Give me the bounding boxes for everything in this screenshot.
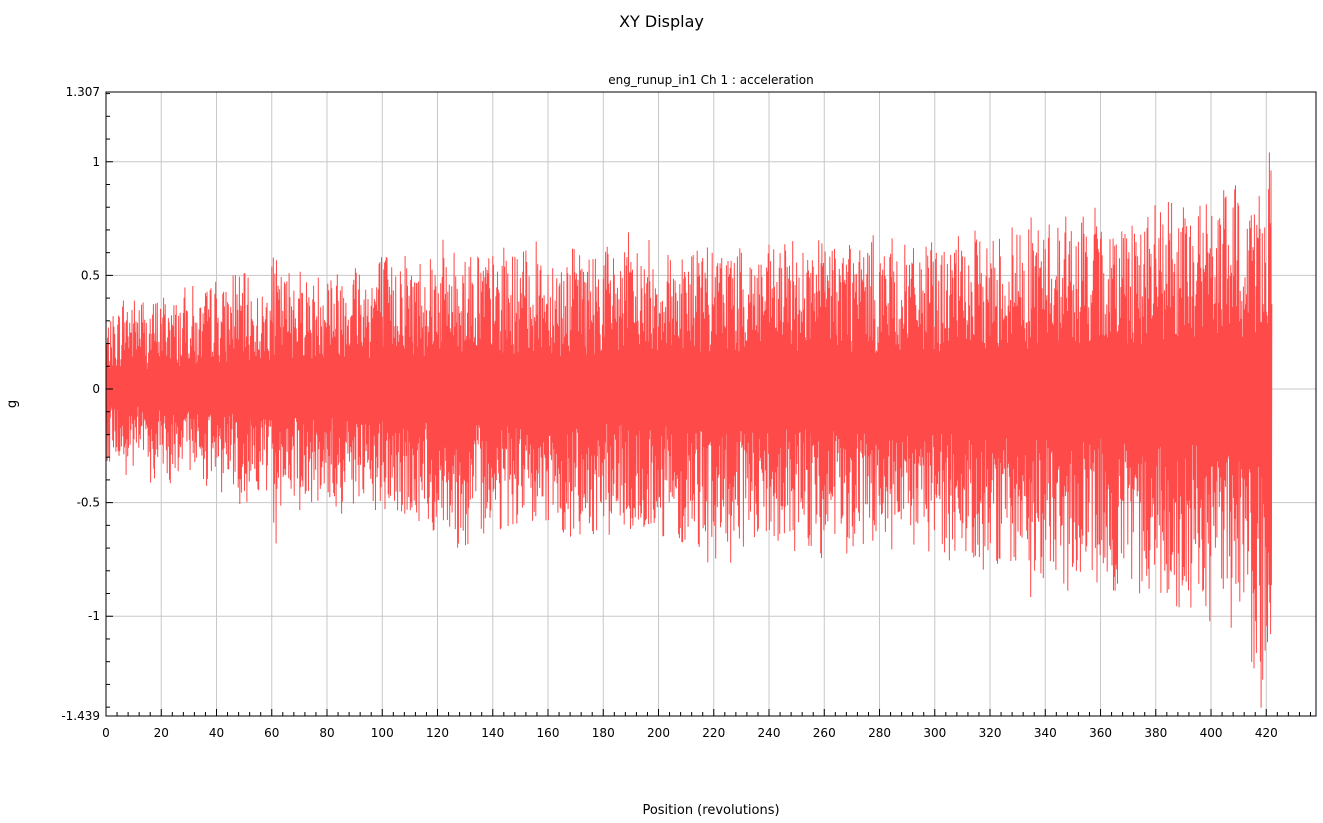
x-tick-label: 220: [702, 726, 725, 740]
x-tick-label: 380: [1144, 726, 1167, 740]
x-tick-label: 400: [1200, 726, 1223, 740]
y-tick-label: 0: [92, 382, 100, 396]
window-title: XY Display: [619, 12, 704, 31]
x-axis: 0 20 40 60 80 100 120 140 160 180 200 220 240 260 280 3…: [102, 709, 1311, 740]
y-tick-label: 0.5: [81, 268, 100, 282]
y-tick-label: -1: [88, 609, 100, 623]
x-tick-label: 160: [537, 726, 560, 740]
x-tick-label: 100: [371, 726, 394, 740]
x-tick-label: 260: [813, 726, 836, 740]
x-tick-label: 200: [647, 726, 670, 740]
x-tick-label: 140: [481, 726, 504, 740]
x-tick-label: 20: [154, 726, 169, 740]
x-tick-label: 300: [923, 726, 946, 740]
y-tick-label: -1.439: [61, 709, 100, 723]
x-tick-label: 420: [1255, 726, 1278, 740]
x-tick-label: 360: [1089, 726, 1112, 740]
x-tick-label: 40: [209, 726, 224, 740]
x-tick-label: 0: [102, 726, 110, 740]
y-axis: 1.307 1 0.5 0 -0.5 -1 -1.439: [61, 85, 113, 723]
series-layer: [105, 152, 1273, 708]
x-tick-label: 340: [1034, 726, 1057, 740]
x-tick-label: 60: [264, 726, 279, 740]
x-tick-label: 80: [319, 726, 334, 740]
x-tick-label: 240: [758, 726, 781, 740]
y-axis-title: g: [5, 400, 20, 408]
x-axis-title: Position (revolutions): [642, 803, 779, 818]
y-tick-label: 1.307: [66, 85, 100, 99]
acceleration-series-line: [105, 152, 1273, 708]
x-tick-label: 180: [592, 726, 615, 740]
y-tick-label: -0.5: [77, 496, 100, 510]
x-tick-label: 320: [979, 726, 1002, 740]
plot-frame: [105, 91, 1317, 717]
y-tick-label: 1: [92, 155, 100, 169]
chart-title: eng_runup_in1 Ch 1 : acceleration: [608, 73, 813, 87]
x-tick-label: 120: [426, 726, 449, 740]
x-tick-label: 280: [868, 726, 891, 740]
